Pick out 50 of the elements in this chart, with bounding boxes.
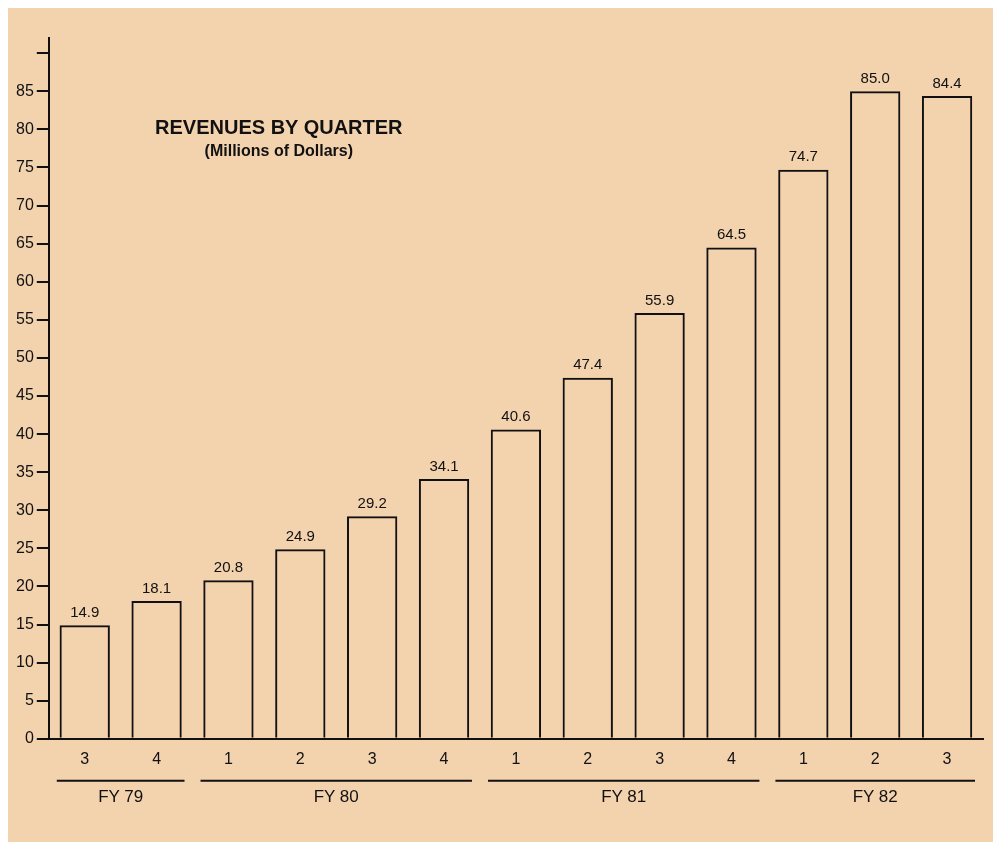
y-tick-label: 70: [16, 195, 34, 213]
data-label: 24.9: [285, 526, 315, 544]
x-tick-label: 3: [367, 749, 377, 767]
text: FY 79: [98, 786, 144, 806]
x-tick-label: 1: [511, 749, 521, 767]
data-label: 20.8: [213, 558, 244, 575]
data-label: 64.5: [716, 225, 747, 243]
y-tick-label: 80: [16, 119, 34, 137]
x-tick-label: 4: [152, 749, 162, 767]
x-tick-label: 2: [295, 749, 305, 767]
y-tick-label: 15: [16, 614, 34, 632]
y-tick-label: 75: [16, 157, 34, 175]
y-tick-label: 45: [16, 386, 34, 404]
data-label: 14.9: [70, 602, 100, 620]
y-tick-label: 40: [16, 424, 34, 442]
data-label: 34.1: [429, 456, 459, 474]
data-label: 85.0: [860, 68, 890, 86]
data-label: 18.1: [141, 578, 172, 596]
data-label: 74.7: [788, 147, 818, 165]
data-label: 47.4: [573, 355, 603, 373]
data-label: 55.9: [645, 290, 675, 308]
text: REVENUES BY QUARTER: [155, 115, 404, 138]
y-tick-label: 55: [16, 310, 34, 328]
y-tick-label: 85: [16, 81, 34, 99]
y-tick-label: 35: [16, 462, 34, 480]
text: FY 81: [601, 786, 647, 806]
x-tick-label: 1: [224, 749, 233, 767]
x-tick-label: 4: [727, 749, 737, 767]
text: (Millions of Dollars): [204, 142, 354, 160]
y-tick-label: 60: [16, 272, 34, 290]
x-tick-label: 4: [439, 749, 449, 767]
text: FY 82: [852, 786, 898, 806]
x-tick-label: 2: [583, 749, 593, 767]
x-tick-label: 3: [80, 749, 90, 767]
y-tick-label: 65: [16, 234, 34, 252]
y-tick-label: 25: [16, 538, 34, 556]
data-label: 84.4: [932, 73, 962, 91]
data-label: 40.6: [501, 407, 531, 425]
y-tick-label: 10: [16, 653, 34, 671]
x-tick-label: 3: [655, 749, 665, 767]
x-tick-label: 3: [942, 749, 952, 767]
text: FY 80: [313, 786, 359, 806]
y-tick-label: 50: [16, 348, 34, 366]
y-tick-label: 5: [24, 691, 34, 709]
data-label: 29.2: [357, 494, 387, 512]
x-tick-label: 2: [870, 749, 880, 767]
y-tick-label: 20: [16, 576, 34, 594]
x-tick-label: 1: [798, 749, 808, 767]
y-tick-label: 30: [16, 500, 34, 518]
y-tick-label: 0: [24, 729, 34, 747]
